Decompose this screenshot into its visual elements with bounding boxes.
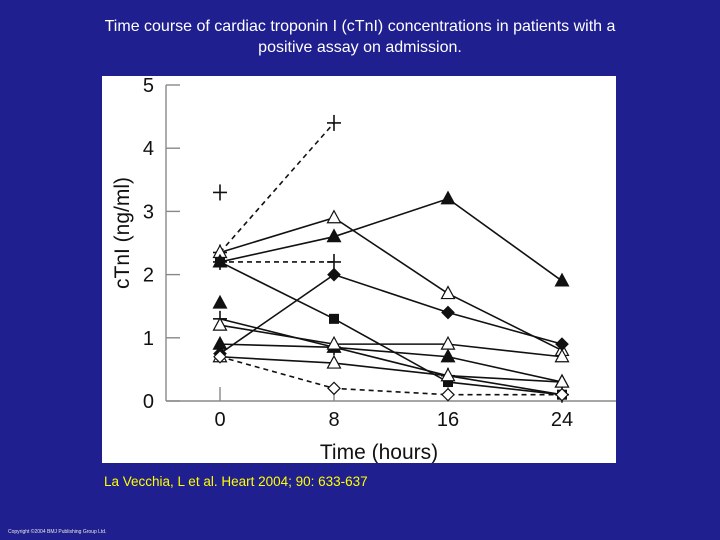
series-9 <box>212 316 570 363</box>
x-tick-label: 0 <box>214 409 225 431</box>
slide-title-line-2: positive assay on admission. <box>258 39 462 56</box>
citation: La Vecchia, L et al. Heart 2004; 90: 633… <box>104 474 368 489</box>
series-4-point-2 <box>440 285 456 300</box>
slide-title-line-1: Time course of cardiac troponin I (cTnI)… <box>104 18 616 35</box>
series-6-line <box>219 261 563 396</box>
series-2-point-0 <box>213 184 227 201</box>
series-3-line <box>219 318 563 396</box>
series-6-point-2 <box>443 377 453 388</box>
x-tick-label: 8 <box>328 409 339 431</box>
series-4-line <box>219 216 563 352</box>
series-9-point-1 <box>326 335 342 350</box>
series-9-point-0 <box>212 316 228 331</box>
series-8-line <box>219 343 563 383</box>
copyright-notice: Copyright ©2004 BMJ Publishing Group Ltd… <box>8 529 107 535</box>
y-tick-label: 5 <box>143 76 154 97</box>
series-10-point-1 <box>327 267 341 282</box>
y-tick-label: 0 <box>143 391 154 413</box>
series-11-point-2 <box>440 367 456 382</box>
series-5 <box>212 190 570 287</box>
series-8-point-2 <box>440 348 456 363</box>
y-tick-label: 1 <box>143 328 154 350</box>
x-tick-label: 24 <box>551 409 573 431</box>
x-axis-label: Time (hours) <box>320 441 438 463</box>
chart-panel: 0 1 2 3 4 5 0 8 16 24 Time (hours) cTnI (ng/ml) <box>102 75 616 464</box>
series-5-point-2 <box>440 190 456 205</box>
series-10-point-3 <box>555 337 569 351</box>
series-12-point-0 <box>213 349 227 364</box>
series-2 <box>213 184 227 201</box>
series-12-point-1 <box>327 381 341 396</box>
y-axis-label: cTnI (ng/ml) <box>111 177 134 289</box>
series-10-line <box>219 273 563 355</box>
series-5-point-1 <box>326 228 342 243</box>
series-12-point-3 <box>555 387 569 402</box>
series-11-point-3 <box>554 373 570 388</box>
series-6-point-0 <box>215 256 225 267</box>
series-5-point-3 <box>554 272 570 287</box>
series-0-point-1 <box>327 114 341 131</box>
y-tick-label: 4 <box>143 138 154 160</box>
series-12-line <box>219 355 562 396</box>
series-11-point-1 <box>326 354 342 369</box>
series-7 <box>212 294 228 309</box>
series-0-line <box>219 122 335 254</box>
series-11-line <box>219 355 563 383</box>
series-12-point-2 <box>441 387 455 402</box>
series-1-point-1 <box>327 253 341 270</box>
series-9-point-3 <box>554 348 570 363</box>
series-6-point-1 <box>329 313 339 324</box>
slide-title: Time course of cardiac troponin I (cTnI)… <box>20 16 700 58</box>
series-10-point-2 <box>441 305 455 320</box>
troponin-line-chart: 0 1 2 3 4 5 0 8 16 24 Time (hours) cTnI (ng/ml) <box>111 75 616 464</box>
series-7-point-0 <box>212 294 228 309</box>
series-5-line <box>219 197 563 282</box>
y-tick-label: 2 <box>143 265 154 287</box>
series-6 <box>215 256 567 400</box>
series-4-point-1 <box>326 209 342 224</box>
y-tick-label: 3 <box>143 201 154 223</box>
series-9-line <box>219 324 563 358</box>
series-9-point-2 <box>440 335 456 350</box>
series-12 <box>213 349 569 402</box>
x-tick-label: 16 <box>437 409 459 431</box>
series-11 <box>212 348 570 388</box>
